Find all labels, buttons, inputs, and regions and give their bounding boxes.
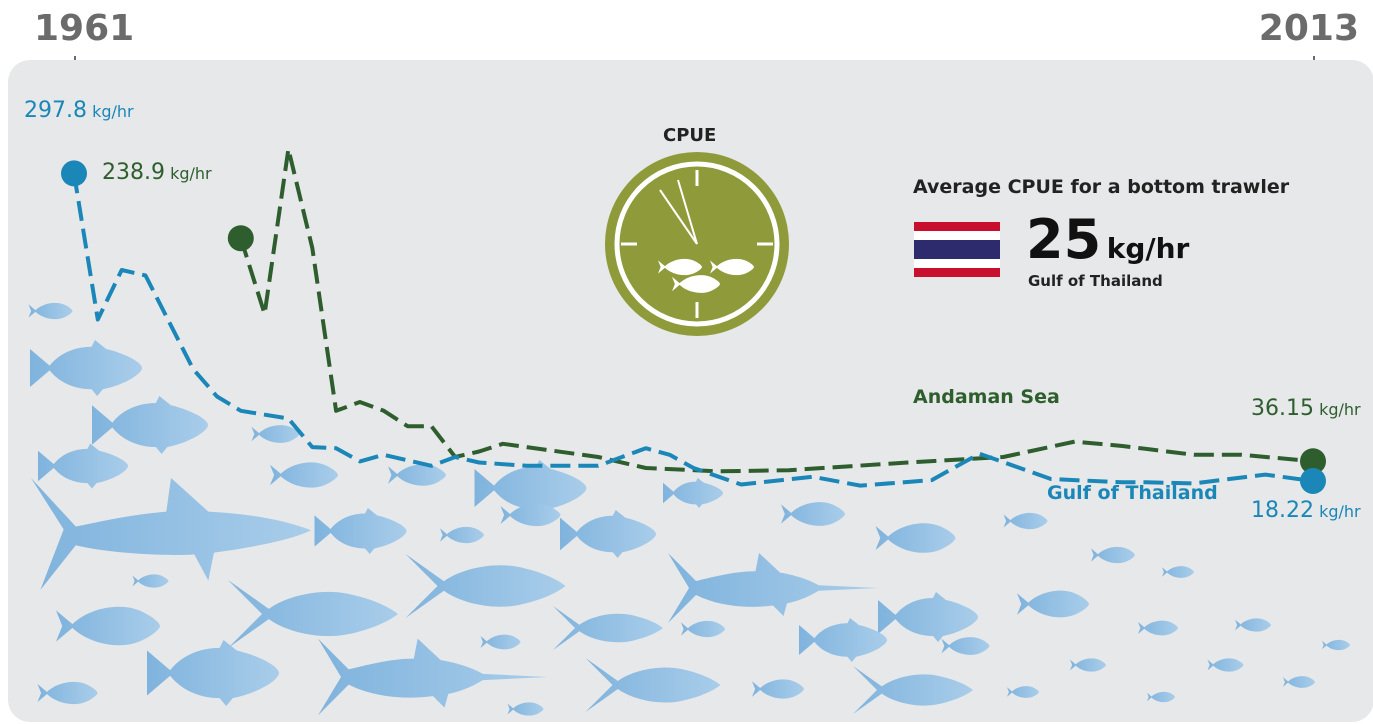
fish-icon (440, 526, 484, 544)
gulf-last-point (1300, 467, 1326, 494)
fish-icon (38, 443, 128, 489)
fish-icon (31, 478, 311, 590)
fish-icon (37, 681, 98, 705)
fish-icon (388, 464, 446, 486)
average-number: 25 (1026, 208, 1102, 271)
average-unit: kg/hr (1106, 232, 1190, 265)
fish-icon (30, 340, 142, 396)
fish-icon (663, 478, 723, 508)
fish-icon (799, 618, 887, 662)
fish-icon (1322, 639, 1350, 651)
fish-icon (752, 679, 804, 699)
gulf-first-label: 297.8 kg/hr (24, 98, 134, 123)
fish-background (28, 302, 1350, 716)
gulf-series-line (72, 173, 1314, 488)
andaman-last-label: 36.15 kg/hr (1251, 396, 1361, 421)
andaman-series-line (238, 147, 1314, 474)
fish-icon (1070, 658, 1106, 672)
year-start-label: 1961 (34, 8, 135, 49)
fish-icon (553, 606, 663, 650)
fish-icon (1138, 620, 1178, 636)
fish-icon (92, 396, 208, 454)
fish-icon (314, 508, 407, 554)
average-value: 25 kg/hr (1026, 208, 1189, 271)
fish-icon (480, 634, 521, 650)
fish-icon (878, 592, 978, 642)
year-end-label: 2013 (1258, 8, 1359, 49)
fish-icon (1235, 618, 1271, 632)
fish-icon (585, 658, 721, 712)
chart-panel: CPUE Average CPUE for a bottom trawler 2… (8, 60, 1373, 722)
fish-icon (1007, 686, 1039, 698)
average-place: Gulf of Thailand (1028, 272, 1163, 290)
fish-icon (1147, 691, 1175, 703)
fish-icon (405, 554, 566, 618)
gulf-first-point (61, 160, 87, 187)
clock-icon (605, 152, 789, 336)
fish-icon (132, 574, 169, 588)
cpue-chart (28, 147, 1350, 716)
fish-icon (1003, 512, 1048, 530)
fish-icon (251, 425, 300, 443)
fish-icon (147, 640, 279, 706)
fish-icon (681, 620, 725, 638)
andaman-first-point (227, 225, 254, 252)
fish-icon (560, 510, 656, 558)
thailand-flag-icon (914, 222, 1000, 277)
fish-icon (875, 523, 956, 553)
fish-icon (1162, 566, 1194, 578)
fish-icon (507, 702, 544, 716)
average-title: Average CPUE for a bottom trawler (913, 176, 1290, 198)
fish-icon (1017, 590, 1089, 618)
fish-icon (28, 302, 73, 320)
fish-icon (270, 462, 338, 488)
fish-icon (781, 502, 845, 526)
fish-icon (853, 666, 973, 714)
fish-icon (941, 637, 990, 655)
fish-icon (318, 638, 548, 716)
andaman-first-label: 238.9 kg/hr (102, 160, 212, 185)
gulf-series-name: Gulf of Thailand (1047, 482, 1218, 504)
fish-icon (1283, 676, 1315, 688)
andaman-series-name: Andaman Sea (913, 386, 1060, 408)
andaman-last-point (1300, 448, 1326, 475)
fish-icon (1207, 658, 1244, 672)
fish-icon (1091, 546, 1135, 564)
fish-icon (668, 553, 878, 623)
fish-icon (56, 606, 160, 646)
fish-icon (228, 580, 398, 648)
clock-title: CPUE (663, 125, 717, 146)
gulf-last-label: 18.22 kg/hr (1251, 498, 1361, 523)
